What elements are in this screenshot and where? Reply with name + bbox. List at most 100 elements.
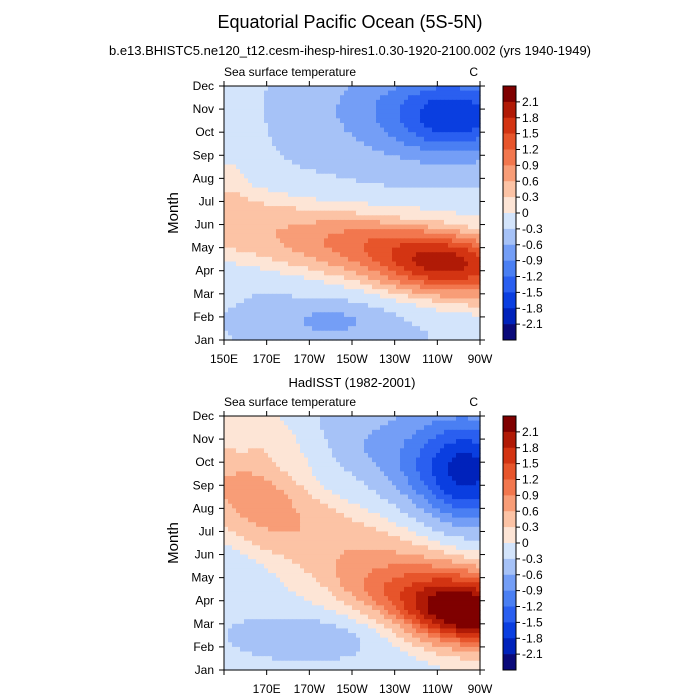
heatmap-cell	[232, 201, 237, 207]
heatmap-cell	[452, 164, 457, 170]
heatmap-cell	[472, 462, 477, 468]
heatmap-cell	[392, 86, 397, 92]
heatmap-cell	[308, 127, 313, 133]
heatmap-cell	[376, 425, 381, 431]
heatmap-cell	[260, 448, 265, 454]
heatmap-cell	[308, 335, 313, 341]
heatmap-cell	[252, 104, 257, 110]
heatmap-cell	[280, 321, 285, 327]
heatmap-cell	[276, 113, 281, 119]
heatmap-cell	[404, 443, 409, 449]
heatmap-cell	[328, 224, 333, 230]
heatmap-cell	[380, 243, 385, 249]
heatmap-cell	[452, 266, 457, 272]
heatmap-cell	[300, 173, 305, 179]
heatmap-cell	[416, 471, 421, 477]
heatmap-cell	[248, 86, 253, 92]
heatmap-cell	[472, 312, 477, 318]
heatmap-cell	[356, 416, 361, 422]
heatmap-cell	[412, 99, 417, 106]
heatmap-cell	[464, 485, 469, 491]
heatmap-cell	[260, 201, 265, 207]
heatmap-cell	[408, 307, 413, 313]
heatmap-cell	[248, 127, 253, 133]
heatmap-cell	[380, 90, 385, 96]
heatmap-cell	[372, 279, 377, 286]
heatmap-cell	[384, 224, 389, 230]
heatmap-cell	[316, 187, 321, 193]
heatmap-cell	[340, 298, 345, 304]
heatmap-cell	[380, 247, 385, 253]
heatmap-cell	[240, 448, 245, 454]
y-tick-label: Aug	[193, 171, 214, 185]
heatmap-cell	[416, 155, 421, 161]
heatmap-cell	[396, 164, 401, 170]
heatmap-cell	[244, 443, 249, 449]
heatmap-cell	[288, 224, 293, 230]
heatmap-cell	[328, 206, 333, 212]
heatmap-cell	[364, 448, 369, 454]
heatmap-cell	[256, 452, 261, 459]
heatmap-cell	[240, 503, 245, 509]
heatmap-cell	[460, 187, 465, 193]
heatmap-cell	[452, 238, 457, 244]
heatmap-cell	[328, 434, 333, 440]
heatmap-cell	[304, 187, 309, 193]
heatmap-cell	[344, 219, 349, 226]
heatmap-cell	[384, 448, 389, 454]
heatmap-cell	[256, 206, 261, 212]
heatmap-cell	[276, 466, 281, 473]
heatmap-cell	[276, 316, 281, 323]
heatmap-cell	[328, 229, 333, 235]
heatmap-cell	[264, 466, 269, 473]
heatmap-cell	[260, 512, 265, 519]
heatmap-cell	[388, 104, 393, 110]
heatmap-cell	[276, 429, 281, 436]
heatmap-cell	[440, 127, 445, 133]
heatmap-cell	[428, 169, 433, 175]
heatmap-cell	[228, 252, 233, 258]
heatmap-cell	[332, 335, 337, 341]
heatmap-cell	[476, 233, 481, 239]
heatmap-cell	[300, 95, 305, 101]
heatmap-cell	[364, 494, 369, 500]
heatmap-cell	[244, 466, 249, 473]
heatmap-cell	[316, 275, 321, 281]
heatmap-cell	[476, 229, 481, 235]
heatmap-cell	[440, 229, 445, 235]
heatmap-cell	[340, 266, 345, 272]
heatmap-cell	[428, 326, 433, 332]
heatmap-cell	[436, 127, 441, 133]
heatmap-cell	[372, 206, 377, 212]
heatmap-cell	[452, 169, 457, 175]
heatmap-cell	[328, 261, 333, 267]
heatmap-cell	[384, 279, 389, 286]
heatmap-cell	[400, 266, 405, 272]
heatmap-cell	[340, 485, 345, 491]
heatmap-cell	[344, 247, 349, 253]
heatmap-cell	[428, 462, 433, 468]
heatmap-cell	[452, 224, 457, 230]
heatmap-cell	[440, 210, 445, 216]
heatmap-cell	[284, 136, 289, 143]
heatmap-cell	[312, 307, 317, 313]
heatmap-cell	[312, 256, 317, 263]
heatmap-cell	[320, 312, 325, 318]
heatmap-cell	[356, 95, 361, 101]
heatmap-cell	[408, 416, 413, 422]
heatmap-cell	[332, 155, 337, 161]
heatmap-cell	[380, 187, 385, 193]
heatmap-cell	[472, 215, 477, 221]
heatmap-cell	[324, 224, 329, 230]
heatmap-cell	[448, 215, 453, 221]
heatmap-cell	[432, 219, 437, 226]
y-tick-label: Feb	[193, 310, 214, 324]
heatmap-cell	[444, 321, 449, 327]
heatmap-cell	[320, 480, 325, 486]
heatmap-cell	[356, 307, 361, 313]
heatmap-cell	[296, 243, 301, 249]
heatmap-cell	[456, 206, 461, 212]
heatmap-cell	[408, 429, 413, 436]
heatmap-cell	[388, 485, 393, 491]
heatmap-cell	[356, 238, 361, 244]
